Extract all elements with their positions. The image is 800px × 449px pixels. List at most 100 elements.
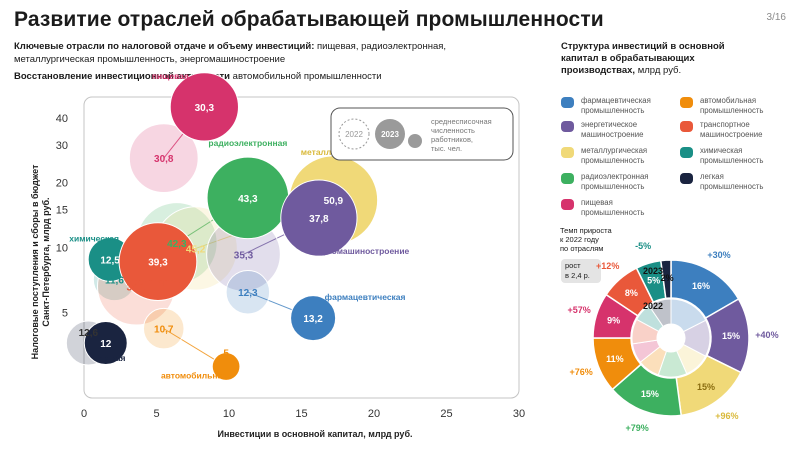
growth-title-line1: Темп прироста: [560, 226, 612, 235]
legend-label-line: радиоэлектронная: [581, 172, 649, 181]
legend-item-pharma: фармацевтическая промышленность: [561, 96, 671, 115]
legend-item-radio: радиоэлектронная промышленность: [561, 172, 671, 191]
legend-year-2023: 2023: [381, 130, 399, 139]
recovery-value: автомобильной промышленности: [232, 71, 382, 82]
legend-label-line: промышленность: [581, 181, 645, 191]
bubble-2023-pharma: [290, 295, 337, 342]
recovery-text: Восстановление инвестиционной активности…: [14, 71, 382, 82]
bubble-2022-pharma: [225, 269, 271, 315]
legend-label-line: промышленность: [581, 207, 645, 217]
legend-label-line: пищевая: [581, 198, 613, 207]
legend-item-light: легкая промышленность: [680, 172, 790, 191]
bubble-value-label: 30,3: [195, 103, 215, 114]
legend-swatch: [680, 121, 693, 132]
legend-swatch: [561, 173, 574, 184]
legend-text-line1: среднесписочная: [431, 117, 492, 126]
legend-label: фармацевтическая промышленность: [581, 96, 651, 115]
growth-title-line2: к 2022 году: [560, 235, 599, 244]
recovery-label: Восстановление инвестиционной активности: [14, 71, 231, 82]
legend-item-auto: автомобильная промышленность: [680, 96, 790, 115]
bubble-2022-food: [128, 123, 199, 194]
donut-title-line3-main: производствах,: [561, 65, 636, 76]
x-tick-label: 25: [440, 408, 452, 420]
y-tick-label: 20: [56, 178, 68, 190]
donut-title-line3: производствах, млрд руб.: [561, 65, 761, 77]
legend-label-line: транспортное: [700, 120, 750, 129]
industry-name-radio: радиоэлектронная: [208, 138, 287, 148]
legend-label: пищевая промышленность: [581, 198, 644, 217]
y-axis-label-line2: Санкт-Петербурга, млрд руб.: [41, 197, 51, 326]
legend-swatch: [561, 147, 574, 158]
legend-circle-2023: [375, 119, 405, 149]
plot-frame: [83, 96, 520, 399]
legend-label-line: металлургическая: [581, 146, 648, 155]
legend-swatch: [680, 173, 693, 184]
x-axis-label: Инвестиции в основной капитал, млрд руб.: [217, 429, 412, 439]
legend-label: легкая промышленность: [700, 172, 763, 191]
industry-name-transport: транспортная: [129, 277, 187, 287]
bubble-value-label: 13,2: [303, 314, 323, 325]
legend-swatch: [680, 97, 693, 108]
growth-title: Темп прироста к 2022 году по отраслям: [560, 226, 640, 253]
bubble-value-label: 45,2: [186, 244, 206, 255]
bubble-value-label: 35,3: [234, 250, 254, 261]
x-tick-label: 15: [295, 408, 307, 420]
donut-title: Структура инвестиций в основной капитал …: [561, 41, 761, 77]
bubble-2023-auto: [211, 352, 241, 381]
industry-name-food: пищевая: [152, 71, 189, 81]
y-tick-label: 10: [56, 243, 68, 255]
legend-label-line: промышленность: [581, 105, 645, 115]
legend-label-line: фармацевтическая: [581, 96, 651, 105]
industry-name-energy: энергомашиностроение: [309, 246, 410, 256]
legend-label-line: химическая: [700, 146, 743, 155]
x-tick-label: 20: [368, 408, 380, 420]
legend-size-circle: [408, 134, 422, 148]
key-industries-label: Ключевые отрасли по налоговой отдаче и о…: [14, 41, 315, 52]
key-industries-list: пищевая, радиоэлектронная, металлургичес…: [14, 41, 447, 65]
bubble-2023-transport: [118, 222, 198, 301]
x-tick-label: 0: [81, 408, 87, 420]
bubble-value-label: 12,5: [100, 255, 120, 266]
legend-item-energy: энергетическое машиностроение: [561, 120, 671, 139]
legend-year-2022: 2022: [345, 130, 363, 139]
legend-swatch: [561, 199, 574, 210]
legend-label: энергетическое машиностроение: [581, 120, 643, 139]
key-industries-text: Ключевые отрасли по налоговой отдаче и о…: [14, 41, 514, 66]
legend-swatch: [561, 97, 574, 108]
y-tick-label: 15: [56, 205, 68, 217]
donut-title-line1: Структура инвестиций в основной: [561, 41, 725, 52]
industry-name-light: легкая: [98, 353, 126, 363]
bubble-legend-box: [330, 107, 514, 161]
bubble-2023-light: [83, 321, 128, 366]
legend-text-line2: численность: [431, 126, 475, 135]
legend-swatch: [561, 121, 574, 132]
industry-name-auto: автомобильная: [161, 371, 227, 381]
bubble-value-label: 12,6: [79, 328, 99, 339]
legend-label-line: промышленность: [581, 155, 645, 165]
bubble-value-label: 50,9: [324, 196, 344, 207]
legend-label-line: машиностроение: [700, 129, 763, 139]
bubble-value-label: 30,8: [154, 154, 174, 165]
growth-note-line1: рост: [565, 261, 581, 270]
bubble-value-label: 10,7: [154, 325, 174, 336]
page-number: 3/16: [766, 12, 786, 23]
bubble-value-label: 39,3: [148, 258, 168, 269]
legend-label-line: промышленность: [700, 181, 764, 191]
legend-label-line: машиностроение: [581, 129, 644, 139]
bubble-value-label: 43,3: [238, 194, 258, 205]
growth-note-line2: в 2,4 р.: [565, 271, 590, 280]
bubble-value-label: 12: [100, 339, 112, 350]
legend-label: металлургическая промышленность: [581, 146, 647, 165]
legend-circle-2022: [338, 118, 370, 150]
x-tick-label: 5: [153, 408, 159, 420]
legend-label-line: легкая: [700, 172, 724, 181]
bubble-value-label: 11,6: [105, 276, 124, 287]
legend-swatch: [680, 147, 693, 158]
legend-label: транспортное машиностроение: [700, 120, 762, 139]
bubble-2023-energy: [280, 179, 358, 257]
legend-label-line: энергетическое: [581, 120, 638, 129]
legend-label: радиоэлектронная промышленность: [581, 172, 649, 191]
bubble-2022-auto: [142, 307, 185, 350]
legend-label: химическая промышленность: [700, 146, 763, 165]
